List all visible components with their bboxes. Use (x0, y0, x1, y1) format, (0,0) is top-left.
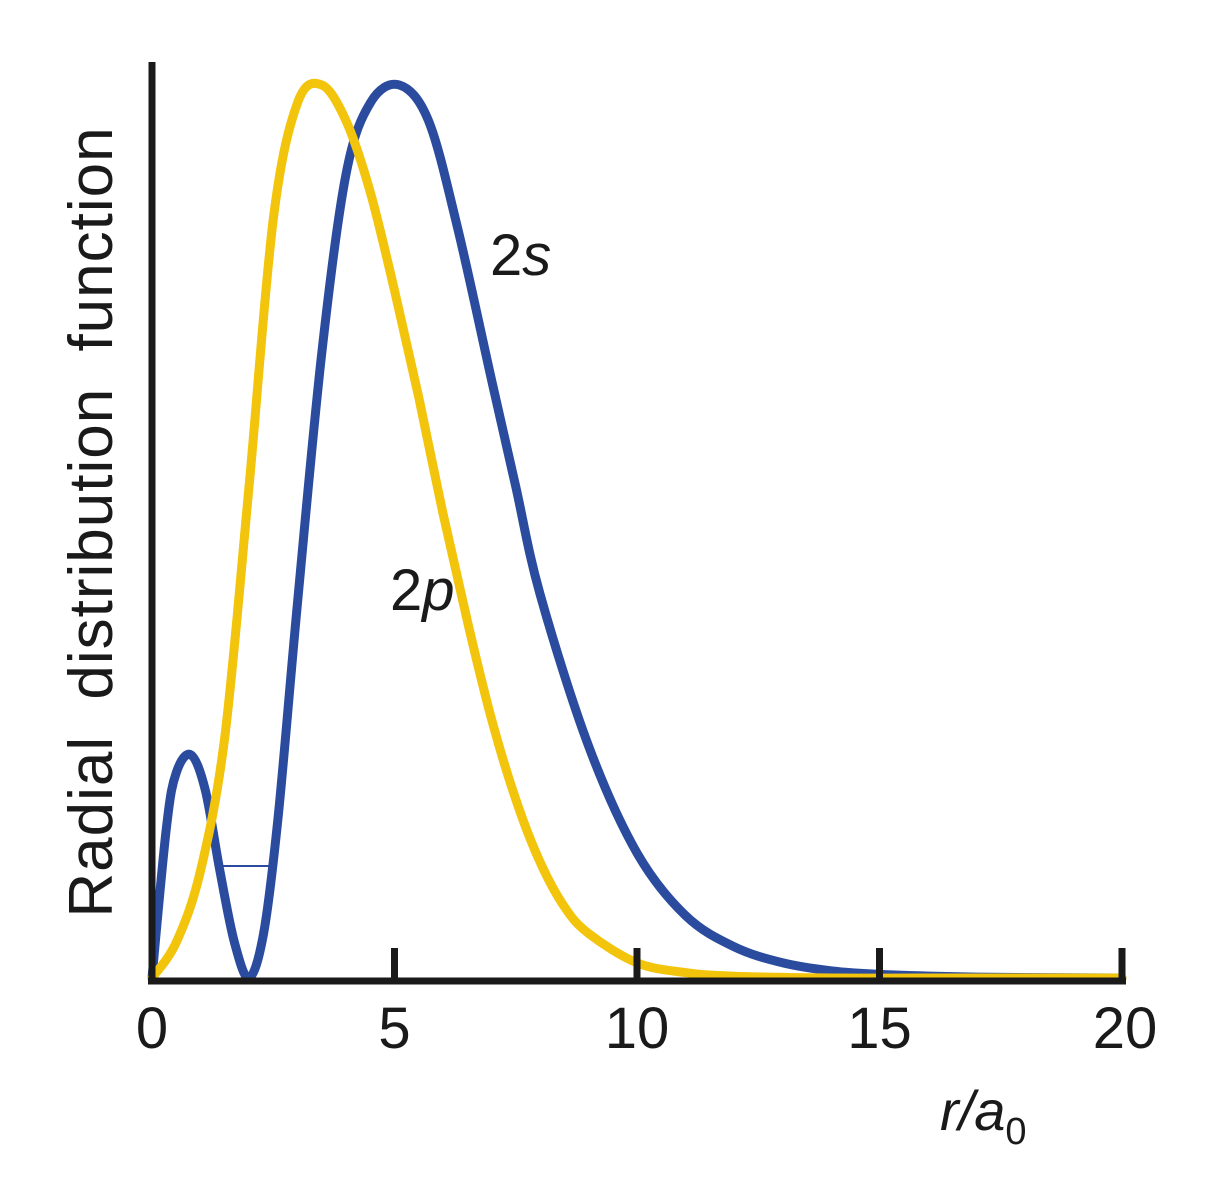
series-line-2s (147, 79, 1127, 983)
series-line-2p (147, 78, 1127, 983)
x-tick-label-10: 10 (605, 996, 670, 1061)
y-axis-label: Radial distribution function (57, 126, 126, 917)
series-label-2p-letter: p (420, 558, 454, 623)
x-tick-label-5: 5 (378, 996, 410, 1061)
x-ticks (391, 948, 1126, 982)
x-tick-label-20: 20 (1093, 996, 1158, 1061)
series-label-2p-number: 2 (390, 558, 422, 623)
series-layer (147, 78, 1127, 983)
x-tick-label-15: 15 (847, 996, 912, 1061)
series-label-2s-number: 2 (490, 223, 522, 288)
x-axis-label-subscript: 0 (1005, 1111, 1026, 1153)
series-label-2p: 2p (390, 558, 455, 623)
x-tick-labels: 0 5 10 15 20 (136, 996, 1157, 1061)
series-label-2s: 2s (490, 223, 551, 288)
series-label-2s-letter: s (522, 223, 551, 288)
x-tick-label-0: 0 (136, 996, 168, 1061)
x-axis-label-main: r/a (940, 1079, 1005, 1142)
x-axis-label: r/a0 (940, 1079, 1027, 1153)
